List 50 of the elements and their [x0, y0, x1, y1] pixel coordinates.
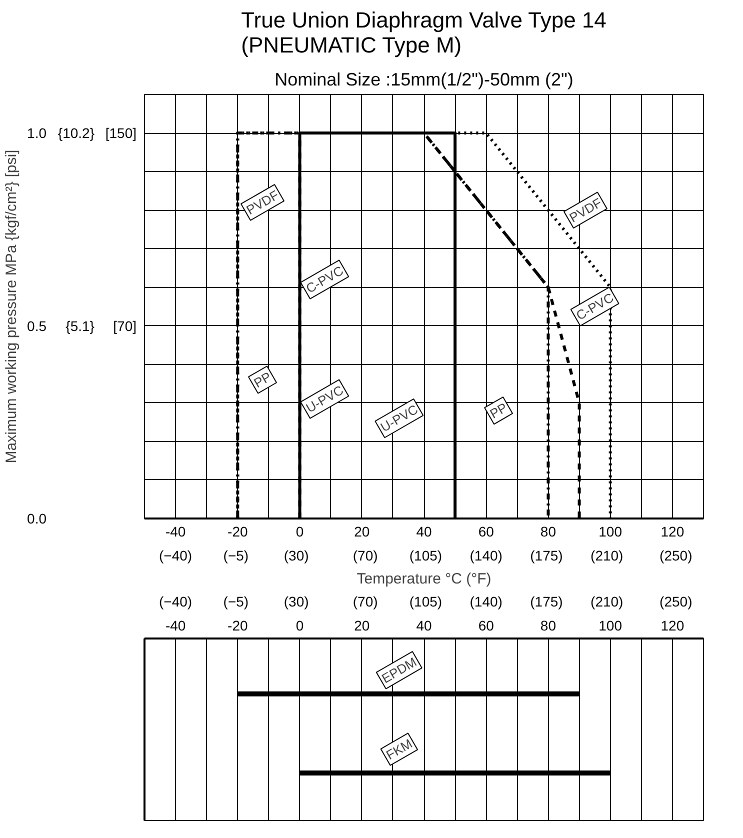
x-tick-label: 20: [354, 618, 370, 634]
x2-tick-label: (−40): [159, 548, 192, 564]
y-tick-label: 1.0: [27, 125, 47, 142]
y-tick-label: 0.5: [27, 318, 47, 334]
chart-subtitle: Nominal Size :15mm(1/2")-50mm (2"): [274, 70, 574, 90]
x-tick-label: -20: [228, 524, 248, 540]
x-tick-label: 100: [598, 524, 622, 540]
y3-tick-label: [70]: [113, 318, 137, 334]
x-tick-label: 40: [416, 524, 432, 540]
x-tick-label: 40: [416, 618, 432, 634]
x2-tick-label: (70): [352, 548, 378, 564]
x2-tick-label: (140): [470, 594, 502, 610]
x-tick-label: 60: [478, 618, 494, 634]
y-tick-label: 0.0: [27, 510, 47, 526]
x2-tick-label: (210): [590, 548, 624, 564]
x2-tick-label: (105): [409, 548, 442, 564]
text: PP: [487, 400, 510, 422]
y-axis-title: Maximum working pressure MPa {kgf/cm²} [psi]: [3, 150, 20, 464]
x-tick-label: 20: [354, 524, 370, 540]
x2-tick-label: (210): [590, 594, 624, 610]
chart-title: True Union Diaphragm Valve Type 14 (PNEUMATIC Type M): [241, 8, 606, 58]
y2-tick-label: {10.2}: [58, 125, 95, 142]
x2-tick-label: (175): [530, 594, 563, 610]
y2-tick-label: {5.1}: [66, 318, 95, 334]
x2-tick-label: (140): [470, 548, 502, 564]
x2-tick-label: (−5): [223, 548, 249, 564]
x-axis-title: Temperature °C (°F): [356, 570, 492, 588]
x-tick-label: -40: [165, 618, 186, 634]
x2-tick-label: (70): [352, 594, 378, 610]
x2-tick-label: (−40): [159, 594, 192, 610]
x-tick-label: 120: [660, 618, 684, 634]
text: PP: [251, 368, 274, 391]
x-tick-label: -20: [228, 618, 248, 634]
x2-tick-label: (250): [660, 594, 692, 610]
x2-tick-label: (−5): [223, 594, 249, 610]
x-tick-label: 80: [540, 618, 556, 634]
x2-tick-label: (105): [409, 594, 442, 610]
category-label: FKM: [384, 736, 415, 763]
x-tick-label: 60: [478, 524, 494, 540]
x-tick-label: 0: [296, 524, 304, 540]
x2-tick-label: (30): [284, 594, 309, 610]
x-tick-label: 100: [598, 618, 622, 634]
y3-tick-label: [150]: [105, 125, 137, 142]
x2-tick-label: (30): [284, 548, 309, 564]
x2-tick-label: (175): [530, 548, 563, 564]
x-tick-label: -40: [165, 524, 186, 540]
x-tick-label: 80: [540, 524, 556, 540]
x-tick-label: 0: [296, 618, 304, 634]
x-tick-label: 120: [660, 524, 684, 540]
x2-tick-label: (250): [660, 548, 692, 564]
